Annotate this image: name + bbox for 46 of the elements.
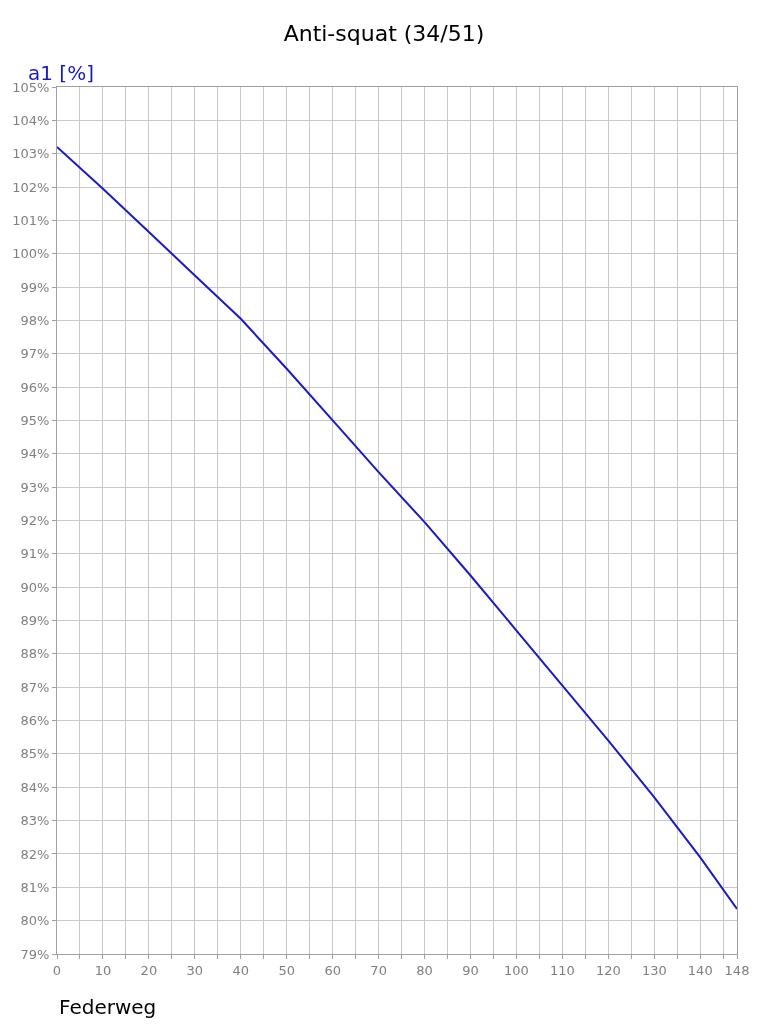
chart-title: Anti-squat (34/51) bbox=[283, 21, 485, 46]
y-tick-label: 91% bbox=[20, 546, 50, 562]
y-tick-label: 80% bbox=[20, 913, 50, 929]
x-tick-label: 120 bbox=[595, 962, 621, 978]
y-tick-label: 99% bbox=[20, 279, 50, 295]
y-tick-label: 105% bbox=[12, 79, 50, 95]
y-tick-label: 86% bbox=[20, 713, 50, 729]
y-tick-label: 100% bbox=[12, 246, 50, 262]
y-tick-label: 89% bbox=[20, 613, 50, 629]
x-tick-label: 110 bbox=[550, 962, 575, 978]
line-series bbox=[57, 146, 737, 910]
y-tick-label: 101% bbox=[12, 212, 50, 228]
y-tick-label: 98% bbox=[20, 312, 50, 328]
x-tick-label: 70 bbox=[370, 962, 387, 978]
x-axis-title: Federweg bbox=[59, 995, 157, 1019]
y-tick-label: 94% bbox=[20, 446, 50, 462]
y-tick-label: 83% bbox=[20, 813, 50, 829]
x-tick-label: 140 bbox=[687, 962, 713, 978]
y-tick-label: 90% bbox=[20, 579, 50, 595]
y-tick-label: 104% bbox=[12, 112, 50, 128]
y-tick-label: 102% bbox=[12, 179, 50, 195]
y-tick-label: 103% bbox=[12, 146, 50, 162]
y-tick-label: 88% bbox=[20, 646, 50, 662]
y-tick-label: 93% bbox=[20, 479, 50, 495]
x-tick-label: 10 bbox=[94, 962, 112, 978]
x-tick-label: 0 bbox=[52, 962, 62, 978]
x-tick-label: 130 bbox=[641, 962, 667, 978]
x-tick-label: 90 bbox=[462, 962, 479, 978]
y-tick-label: 85% bbox=[20, 746, 50, 762]
y-tick-label: 79% bbox=[20, 946, 50, 962]
y-tick-label: 92% bbox=[20, 513, 50, 529]
x-tick-label: 80 bbox=[416, 962, 433, 978]
y-tick-label: 96% bbox=[20, 379, 50, 395]
x-tick-label: 148 bbox=[724, 962, 750, 978]
y-tick-label: 95% bbox=[20, 413, 50, 429]
x-tick-label: 20 bbox=[140, 962, 158, 978]
y-tick-label: 81% bbox=[20, 879, 50, 895]
x-tick-label: 50 bbox=[278, 962, 295, 978]
x-tick-label: 60 bbox=[324, 962, 341, 978]
x-tick-label: 100 bbox=[504, 962, 529, 978]
x-tick-label: 40 bbox=[232, 962, 250, 978]
x-tick-label: 30 bbox=[186, 962, 204, 978]
y-tick-label: 97% bbox=[20, 346, 50, 362]
y-tick-label: 87% bbox=[20, 679, 50, 695]
y-tick-label: 82% bbox=[20, 846, 50, 862]
y-tick-label: 84% bbox=[20, 779, 50, 795]
